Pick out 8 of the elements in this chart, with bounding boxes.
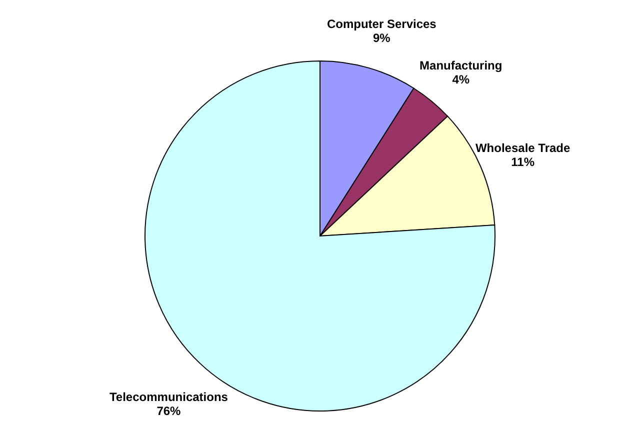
data-label: 9%: [372, 30, 391, 45]
slice-label: Wholesale Trade: [475, 141, 570, 156]
slice-label: Computer Services: [326, 16, 437, 31]
data-label: 76%: [156, 404, 182, 418]
slice-label: Telecommunications: [109, 390, 228, 404]
data-label: 4%: [452, 72, 470, 87]
slice-label: Manufacturing: [420, 58, 502, 73]
data-label: 11%: [511, 155, 535, 170]
